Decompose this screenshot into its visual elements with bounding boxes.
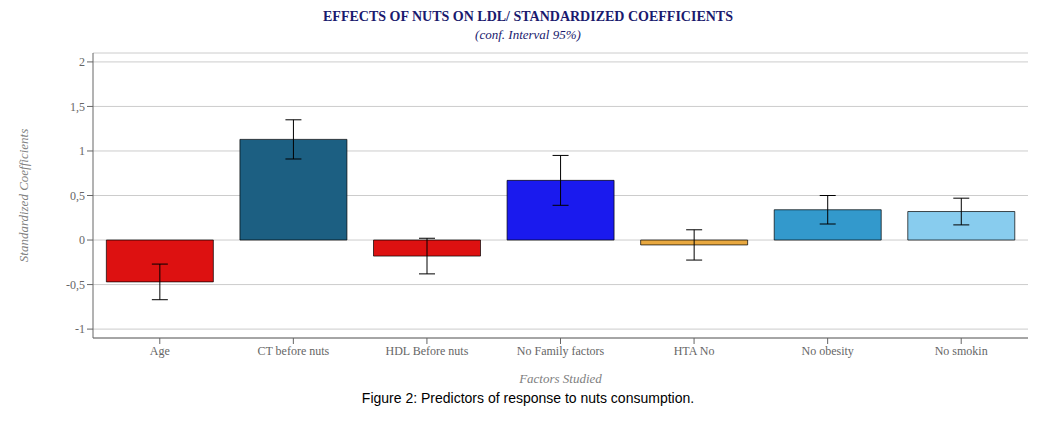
svg-text:Standardized Coefficients: Standardized Coefficients xyxy=(16,129,31,262)
svg-text:Factors Studied: Factors Studied xyxy=(518,371,602,386)
svg-text:No smokin: No smokin xyxy=(935,344,988,358)
html-text:EFFECTS OF NUTS ON LDL/ STANDA: EFFECTS OF NUTS ON LDL/ STANDARDIZED COE… xyxy=(323,9,733,24)
svg-text:2: 2 xyxy=(79,55,85,69)
html-text:(conf. Interval 95%): (conf. Interval 95%) xyxy=(475,27,581,42)
svg-text:-1: -1 xyxy=(75,322,85,336)
svg-text:No Family factors: No Family factors xyxy=(517,344,605,358)
svg-text:Age: Age xyxy=(150,344,170,358)
svg-text:0: 0 xyxy=(79,233,85,247)
svg-text:No obesity: No obesity xyxy=(801,344,853,358)
svg-text:1: 1 xyxy=(79,144,85,158)
svg-text:HDL Before nuts: HDL Before nuts xyxy=(385,344,468,358)
html-text:Figure 2: Predictors of respon: Figure 2: Predictors of response to nuts… xyxy=(361,390,695,406)
svg-text:HTA No: HTA No xyxy=(674,344,715,358)
svg-text:0,5: 0,5 xyxy=(70,189,85,203)
svg-text:CT before nuts: CT before nuts xyxy=(257,344,329,358)
svg-text:1,5: 1,5 xyxy=(70,100,85,114)
svg-text:-0,5: -0,5 xyxy=(66,278,85,292)
